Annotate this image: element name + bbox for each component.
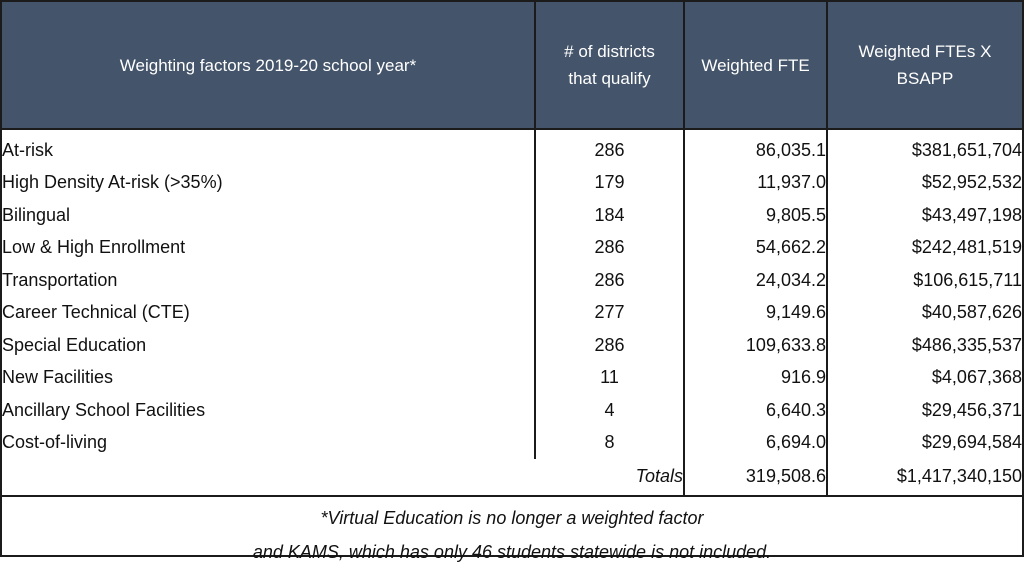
districts-cell: 179 (535, 166, 685, 199)
table-row: Bilingual 184 9,805.5 $43,497,198 (2, 199, 1022, 232)
districts-cell: 4 (535, 394, 685, 427)
totals-row: Totals 319,508.6 $1,417,340,150 (2, 459, 1022, 497)
factor-name-cell: Ancillary School Facilities (2, 394, 536, 427)
table-row: New Facilities 11 916.9 $4,067,368 (2, 361, 1022, 394)
header-weighted-ftes-bsapp: Weighted FTEs X BSAPP (827, 2, 1022, 130)
weighted-fte-cell: 109,633.8 (684, 329, 828, 362)
weighted-bsapp-cell: $52,952,532 (921, 172, 1022, 193)
weighted-fte-cell: 6,694.0 (684, 426, 828, 459)
weighted-fte-cell: 9,149.6 (684, 296, 828, 329)
weighted-bsapp-cell: $29,694,584 (921, 432, 1022, 453)
factor-name-cell: Cost-of-living (2, 426, 536, 459)
totals-label: Totals (2, 459, 685, 497)
totals-weighted-bsapp: $1,417,340,150 (827, 459, 1022, 497)
weighted-bsapp-cell: $4,067,368 (931, 367, 1022, 388)
table-row: Career Technical (CTE) 277 9,149.6 $40,5… (2, 296, 1022, 329)
weighted-bsapp-cell: $381,651,704 (911, 139, 1022, 160)
factor-name-cell: High Density At-risk (>35%) (2, 166, 536, 199)
factor-name-cell: Transportation (2, 264, 536, 297)
weighted-bsapp-cell: $29,456,371 (921, 399, 1022, 420)
districts-cell: 286 (535, 329, 685, 362)
header-weighted-fte-label: Weighted FTE (701, 55, 810, 75)
table-row: Ancillary School Facilities 4 6,640.3 $2… (2, 394, 1022, 427)
districts-cell: 286 (535, 231, 685, 264)
weighted-fte-cell: 54,662.2 (684, 231, 828, 264)
table-row: High Density At-risk (>35%) 179 11,937.0… (2, 166, 1022, 199)
header-weighting-factors-label: Weighting factors 2019-20 school year* (119, 55, 417, 75)
header-weighting-factors: Weighting factors 2019-20 school year* (2, 2, 536, 130)
weighted-fte-cell: 9,805.5 (684, 199, 828, 232)
districts-cell: 8 (535, 426, 685, 459)
header-districts-line1: # of districts (564, 42, 655, 61)
table-row: Cost-of-living 8 6,694.0 $29,694,584 (2, 426, 1022, 459)
factor-name-cell: Low & High Enrollment (2, 231, 536, 264)
districts-cell: 286 (535, 129, 685, 167)
districts-cell: 184 (535, 199, 685, 232)
table-row: Low & High Enrollment 286 54,662.2 $242,… (2, 231, 1022, 264)
table-row: At-risk 286 86,035.1 $381,651,704 (2, 129, 1022, 167)
footnote: *Virtual Education is no longer a weight… (2, 497, 1022, 569)
districts-cell: 11 (535, 361, 685, 394)
footnote-line-1: *Virtual Education is no longer a weight… (320, 508, 704, 528)
weighted-fte-cell: 24,034.2 (684, 264, 828, 297)
weighted-fte-cell: 6,640.3 (684, 394, 828, 427)
header-bsapp-line1: Weighted FTEs X (858, 42, 992, 61)
table-row: Special Education 286 109,633.8 $486,335… (2, 329, 1022, 362)
header-districts-qualify: # of districts that qualify (535, 2, 685, 130)
factor-name-cell: New Facilities (2, 361, 536, 394)
factor-name-cell: Career Technical (CTE) (2, 296, 536, 329)
header-weighted-fte: Weighted FTE (684, 2, 828, 130)
table-header-row: Weighting factors 2019-20 school year* #… (2, 2, 1022, 130)
weighted-bsapp-cell: $106,615,711 (913, 269, 1022, 290)
totals-weighted-fte: 319,508.6 (684, 459, 828, 497)
districts-cell: 286 (535, 264, 685, 297)
footnote-line-2: and KAMS, which has only 46 students sta… (252, 542, 772, 562)
factor-name-cell: Bilingual (2, 199, 536, 232)
table-row: Transportation 286 24,034.2 $106,615,711 (2, 264, 1022, 297)
weighted-bsapp-cell: $486,335,537 (911, 334, 1022, 355)
factor-name-cell: Special Education (2, 329, 536, 362)
weighted-fte-cell: 916.9 (684, 361, 828, 394)
weighted-bsapp-cell: $242,481,519 (911, 237, 1022, 258)
weighting-factors-table: Weighting factors 2019-20 school year* #… (2, 2, 1022, 497)
header-bsapp-line2: BSAPP (896, 69, 954, 88)
weighted-bsapp-cell: $43,497,198 (921, 204, 1022, 225)
weighted-bsapp-cell: $40,587,626 (921, 302, 1022, 323)
header-districts-line2: that qualify (568, 69, 651, 88)
weighted-fte-cell: 11,937.0 (684, 166, 828, 199)
factor-name-cell: At-risk (2, 129, 536, 167)
districts-cell: 277 (535, 296, 685, 329)
weighted-fte-cell: 86,035.1 (684, 129, 828, 167)
